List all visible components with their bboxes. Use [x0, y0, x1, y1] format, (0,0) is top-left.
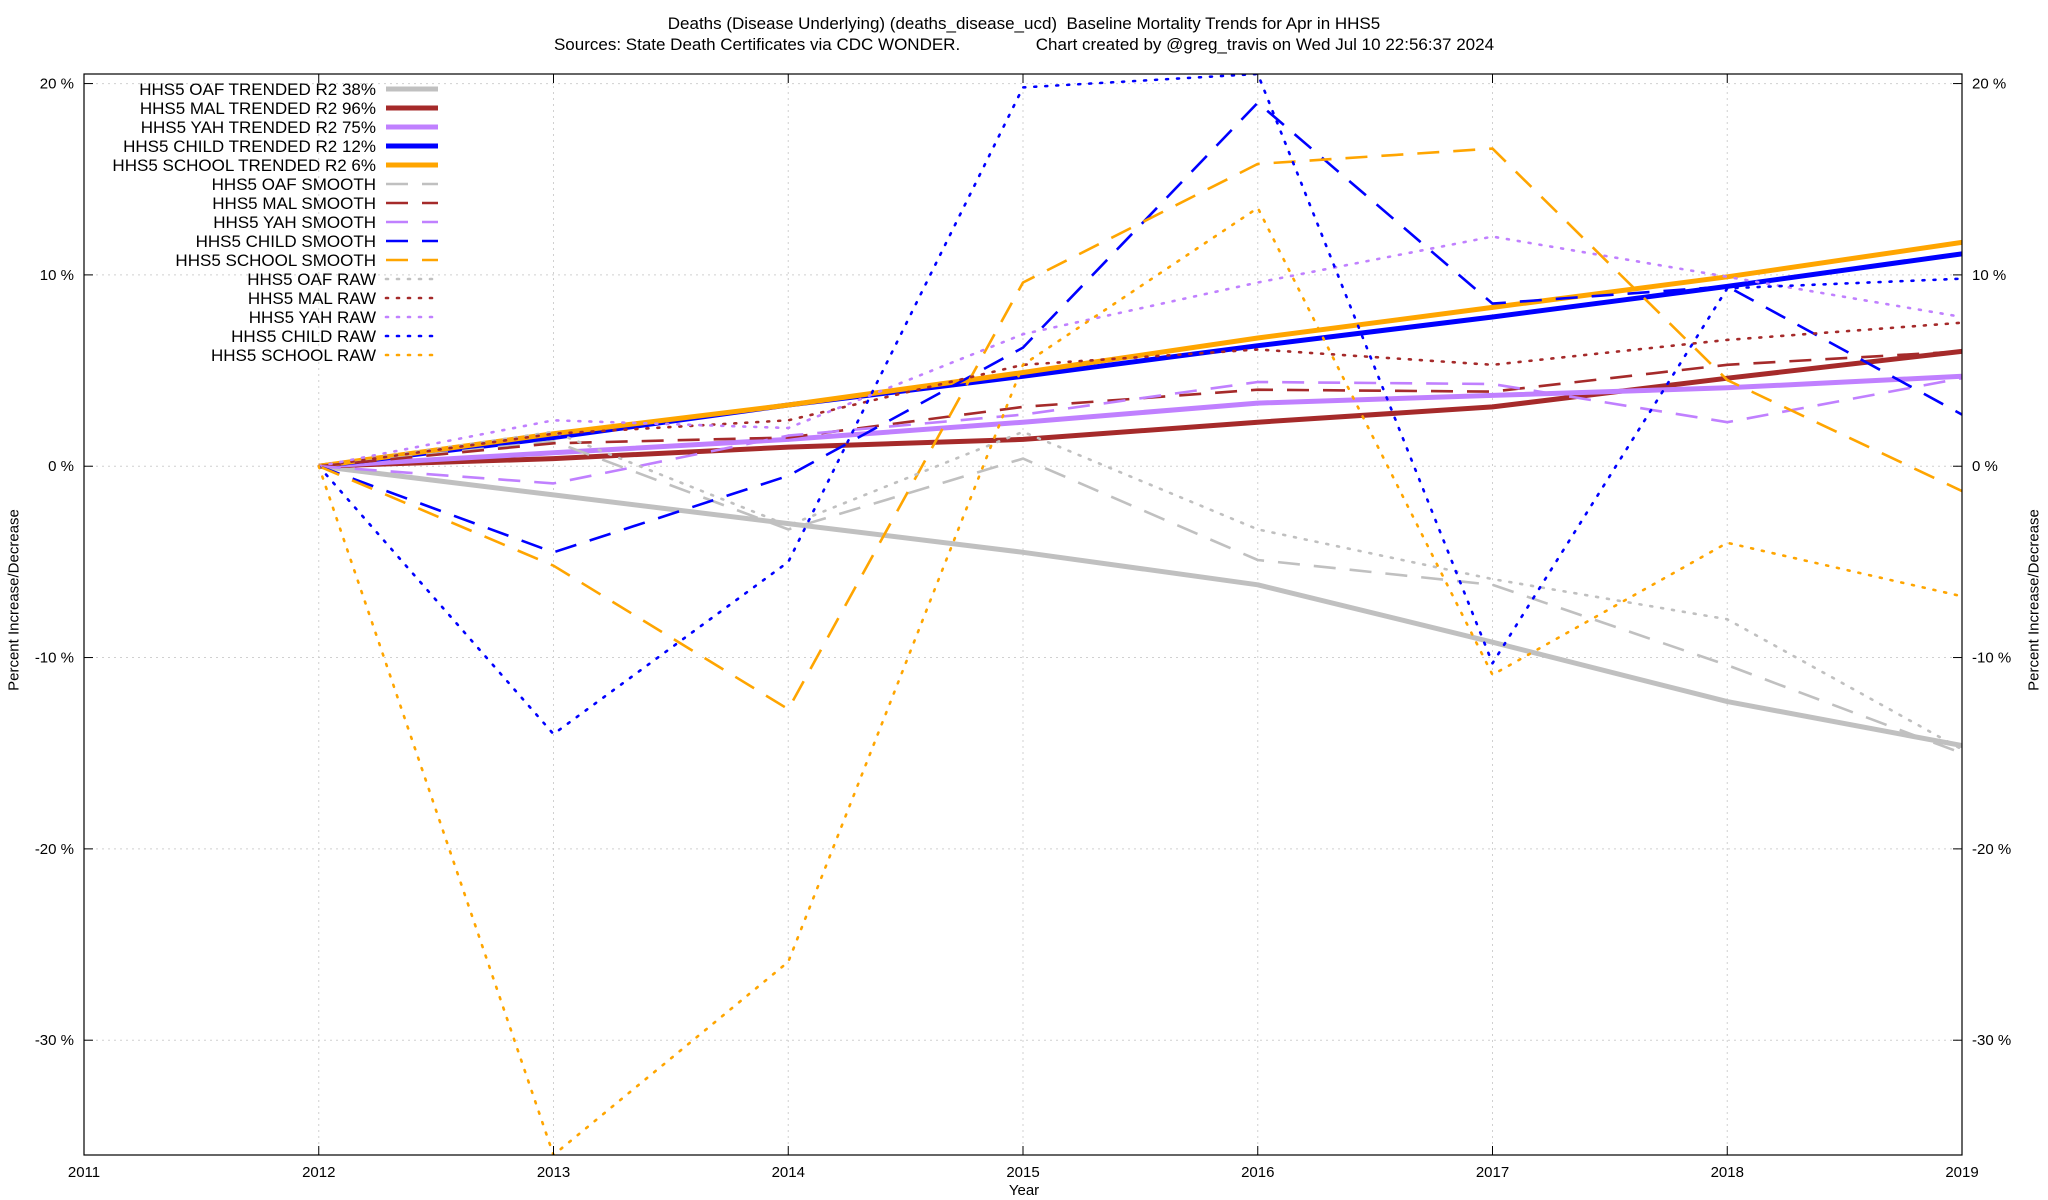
- x-axis-title: Year: [1008, 1182, 1040, 1199]
- y-axis-title-left: Percent Increase/Decrease: [5, 509, 23, 691]
- legend-label: HHS5 YAH RAW: [249, 308, 376, 327]
- chart-subtitle: Sources: State Death Certificates via CD…: [553, 35, 1495, 54]
- series-line: [318, 348, 1962, 469]
- legend-label: HHS5 SCHOOL SMOOTH: [175, 251, 376, 270]
- legend-label: HHS5 YAH SMOOTH: [213, 213, 376, 232]
- y2-tick-label: 20 %: [1972, 76, 2006, 93]
- series-line: [318, 101, 1962, 554]
- legend-item: HHS5 MAL SMOOTH: [212, 194, 438, 213]
- legend-label: HHS5 OAF TRENDED R2 38%: [139, 80, 376, 99]
- legend-item: HHS5 SCHOOL TRENDED R2 6%: [112, 156, 438, 175]
- legend-item: HHS5 MAL RAW: [248, 289, 440, 308]
- legend-item: HHS5 SCHOOL SMOOTH: [175, 251, 438, 270]
- x-tick-label: 2011: [68, 1164, 100, 1181]
- chart-title: Deaths (Disease Underlying) (deaths_dise…: [667, 14, 1381, 33]
- series-line: [318, 373, 1962, 469]
- legend-label: HHS5 MAL RAW: [248, 289, 376, 308]
- legend: HHS5 OAF TRENDED R2 38%HHS5 MAL TRENDED …: [112, 80, 440, 365]
- y-tick-label: 20 %: [40, 76, 74, 93]
- series-line: [318, 350, 1962, 468]
- legend-item: HHS5 YAH SMOOTH: [213, 213, 438, 232]
- legend-label: HHS5 MAL TRENDED R2 96%: [140, 99, 376, 118]
- series-line: [318, 376, 1962, 485]
- legend-label: HHS5 SCHOOL TRENDED R2 6%: [112, 156, 376, 175]
- x-tick-label: 2012: [302, 1164, 335, 1181]
- x-tick-label: 2015: [1006, 1164, 1039, 1181]
- legend-item: HHS5 SCHOOL RAW: [211, 346, 440, 365]
- legend-label: HHS5 CHILD SMOOTH: [196, 232, 376, 251]
- x-tick-label: 2018: [1711, 1164, 1744, 1181]
- x-tick-label: 2016: [1241, 1164, 1274, 1181]
- x-tick-label: 2017: [1476, 1164, 1509, 1181]
- y2-tick-label: -30 %: [1972, 1032, 2011, 1049]
- legend-item: HHS5 OAF SMOOTH: [212, 175, 438, 194]
- legend-label: HHS5 OAF SMOOTH: [212, 175, 376, 194]
- series-line: [317, 430, 1962, 751]
- y-tick-label: -30 %: [35, 1032, 74, 1049]
- y2-tick-label: -20 %: [1972, 841, 2011, 858]
- series-line: [317, 235, 1962, 468]
- series-line: [318, 439, 1962, 755]
- legend-label: HHS5 SCHOOL RAW: [211, 346, 376, 365]
- y2-tick-label: -10 %: [1972, 650, 2011, 667]
- series-line: [318, 463, 1962, 749]
- series-line: [318, 239, 1962, 469]
- y-tick-label: 10 %: [40, 267, 74, 284]
- legend-label: HHS5 CHILD TRENDED R2 12%: [123, 137, 376, 156]
- series-line: [318, 147, 1962, 711]
- legend-item: HHS5 CHILD SMOOTH: [196, 232, 438, 251]
- y-axis-title-right: Percent Increase/Decrease: [2025, 509, 2043, 691]
- legend-item: HHS5 OAF RAW: [247, 270, 440, 289]
- legend-item: HHS5 CHILD RAW: [231, 327, 440, 346]
- series-line: [317, 74, 1962, 736]
- y-tick-label: -20 %: [35, 841, 74, 858]
- y-tick-label: 0 %: [48, 458, 74, 475]
- series-group: [317, 74, 1962, 1155]
- x-tick-label: 2014: [772, 1164, 805, 1181]
- legend-item: HHS5 MAL TRENDED R2 96%: [140, 99, 438, 118]
- legend-item: HHS5 YAH TRENDED R2 75%: [141, 118, 438, 137]
- series-line: [317, 206, 1962, 1155]
- x-tick-label: 2013: [537, 1164, 570, 1181]
- ticks: 20 % 20 % 10 % 10 % 0 % 0 % -10 % -10 % -20 % -20…: [35, 74, 2011, 1181]
- legend-item: HHS5 CHILD TRENDED R2 12%: [123, 137, 438, 156]
- series-line: [317, 321, 1962, 468]
- legend-label: HHS5 YAH TRENDED R2 75%: [141, 118, 376, 137]
- legend-label: HHS5 CHILD RAW: [231, 327, 376, 346]
- legend-label: HHS5 MAL SMOOTH: [212, 194, 376, 213]
- legend-label: HHS5 OAF RAW: [247, 270, 376, 289]
- y2-tick-label: 10 %: [1972, 267, 2006, 284]
- y2-tick-label: 0 %: [1972, 458, 1998, 475]
- x-tick-label: 2019: [1945, 1164, 1978, 1181]
- y-tick-label: -10 %: [35, 650, 74, 667]
- legend-item: HHS5 YAH RAW: [249, 308, 440, 327]
- legend-item: HHS5 OAF TRENDED R2 38%: [139, 80, 438, 99]
